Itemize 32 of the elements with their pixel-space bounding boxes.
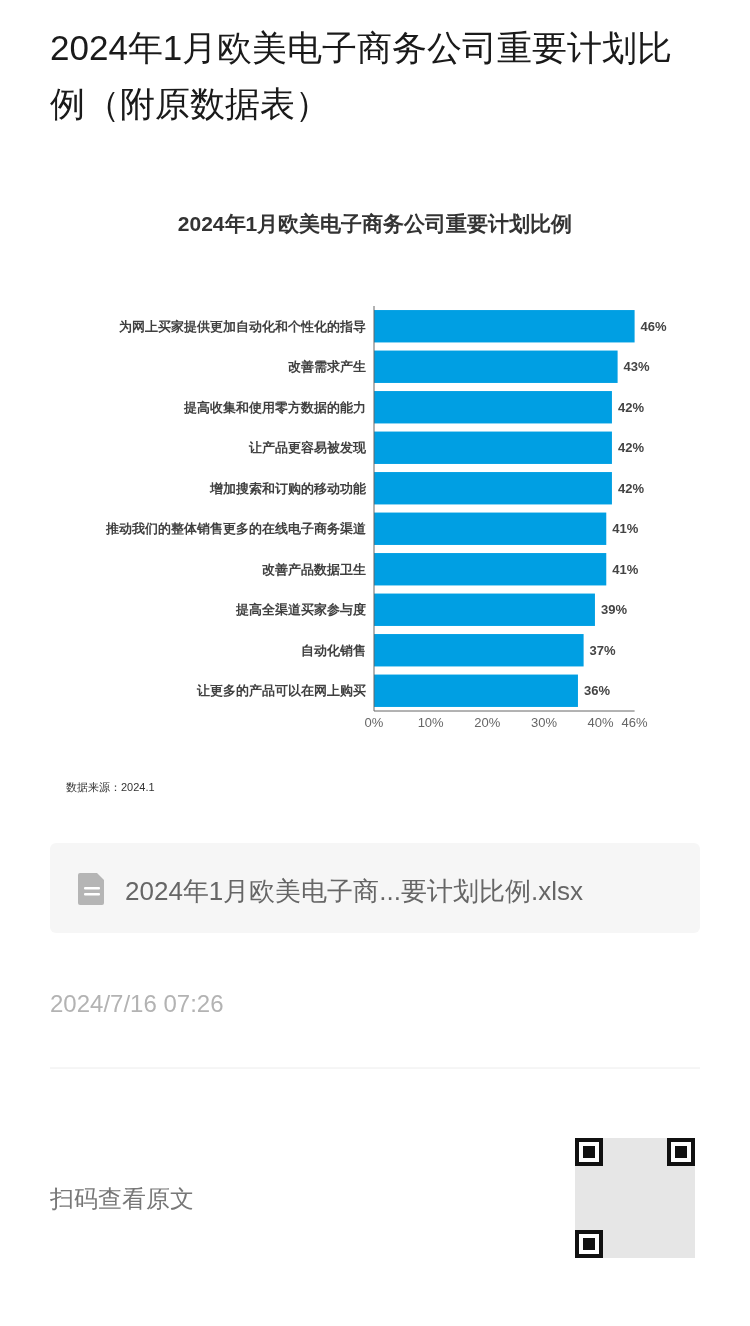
- category-label: 增加搜索和订购的移动功能: [210, 480, 366, 496]
- annotation: 扫码查看原文: [50, 1185, 194, 1212]
- data-label: 46%: [640, 318, 667, 334]
- category-label: 提高全渠道买家参与度: [236, 602, 366, 618]
- category-label: 改善需求产生: [288, 359, 366, 375]
- data-label: 42%: [617, 480, 644, 496]
- data-label: 41%: [612, 561, 639, 577]
- data-label: 42%: [617, 440, 644, 456]
- x-tick-label: 10%: [417, 715, 444, 730]
- category-label: 为网上买家提供更加自动化和个性化的指导: [119, 318, 366, 334]
- data-label: 43%: [623, 359, 650, 375]
- x-tick-label: 46%: [621, 715, 648, 730]
- annotation: 数据来源：2024.1: [66, 781, 155, 793]
- category-label: 推动我们的整体销售更多的在线电子商务渠道: [106, 521, 366, 537]
- data-label: 42%: [617, 399, 644, 415]
- subtitle: 2024年1月欧美电子商务公司重要计划比例: [177, 212, 573, 235]
- category-label: 提高收集和使用零方数据的能力: [184, 399, 366, 415]
- category-label: 让产品更容易被发现: [249, 440, 366, 456]
- x-tick-label: 20%: [474, 715, 501, 730]
- annotation: 2024年1月欧美电子商...要计划比例.xlsx: [125, 876, 583, 906]
- category-label: 让更多的产品可以在网上购买: [197, 683, 366, 699]
- data-label: 37%: [589, 642, 616, 658]
- title: 2024年1月欧美电子商务公司重要计划比例（附原数据表）: [50, 28, 673, 123]
- category-label: 自动化销售: [301, 642, 366, 658]
- x-tick-label: 0%: [364, 715, 384, 730]
- data-label: 39%: [600, 602, 627, 618]
- x-tick-label: 40%: [587, 715, 614, 730]
- annotation: 2024/7/16 07:26: [50, 990, 224, 1017]
- data-label: 36%: [583, 683, 610, 699]
- category-label: 改善产品数据卫生: [262, 561, 366, 577]
- data-label: 41%: [612, 521, 639, 537]
- x-tick-label: 30%: [530, 715, 557, 730]
